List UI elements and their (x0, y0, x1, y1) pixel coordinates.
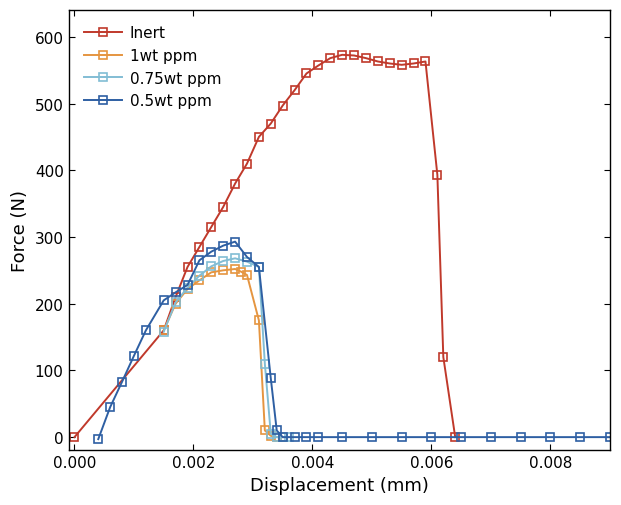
0.5wt ppm (303, 434, 310, 440)
0.5wt ppm (273, 428, 281, 434)
0.5wt ppm (338, 434, 346, 440)
0.5wt ppm (576, 434, 584, 440)
Inert (338, 53, 346, 59)
Inert (315, 63, 322, 69)
Inert (279, 104, 286, 110)
0.5wt ppm (196, 258, 203, 264)
0.5wt ppm (232, 239, 239, 245)
0.5wt ppm (606, 434, 614, 440)
0.5wt ppm (428, 434, 435, 440)
1wt ppm (237, 269, 245, 275)
Inert (374, 59, 381, 65)
Inert (196, 244, 203, 250)
0.75wt ppm (207, 264, 215, 270)
Inert (71, 434, 78, 440)
1wt ppm (207, 270, 215, 276)
Inert (232, 181, 239, 187)
0.75wt ppm (172, 300, 179, 306)
0.75wt ppm (279, 434, 286, 440)
1wt ppm (196, 278, 203, 284)
Inert (172, 294, 179, 300)
0.5wt ppm (368, 434, 376, 440)
0.5wt ppm (243, 255, 251, 261)
0.5wt ppm (207, 249, 215, 255)
0.75wt ppm (160, 329, 168, 335)
Inert (243, 161, 251, 167)
Legend: Inert, 1wt ppm, 0.75wt ppm, 0.5wt ppm: Inert, 1wt ppm, 0.75wt ppm, 0.5wt ppm (76, 19, 229, 117)
0.75wt ppm (285, 434, 292, 440)
0.5wt ppm (184, 282, 191, 288)
1wt ppm (160, 328, 168, 334)
0.75wt ppm (273, 434, 281, 440)
Y-axis label: Force (N): Force (N) (11, 190, 29, 272)
0.5wt ppm (106, 405, 114, 411)
0.75wt ppm (243, 259, 251, 265)
Line: 0.75wt ppm: 0.75wt ppm (160, 255, 292, 441)
Inert (303, 71, 310, 77)
1wt ppm (261, 428, 268, 434)
1wt ppm (279, 434, 286, 440)
0.75wt ppm (184, 285, 191, 291)
0.5wt ppm (279, 434, 286, 440)
0.5wt ppm (255, 265, 263, 271)
0.5wt ppm (160, 298, 168, 304)
1wt ppm (184, 286, 191, 292)
Inert (410, 61, 417, 67)
1wt ppm (219, 268, 227, 274)
0.5wt ppm (315, 434, 322, 440)
0.75wt ppm (196, 273, 203, 279)
0.5wt ppm (172, 290, 179, 296)
Inert (184, 265, 191, 271)
Inert (207, 225, 215, 231)
Inert (451, 434, 459, 440)
Inert (398, 63, 406, 69)
Inert (219, 205, 227, 211)
Inert (327, 56, 334, 62)
Line: 0.5wt ppm: 0.5wt ppm (94, 238, 614, 443)
0.5wt ppm (546, 434, 554, 440)
1wt ppm (232, 267, 239, 273)
0.5wt ppm (517, 434, 524, 440)
Inert (350, 54, 358, 60)
Inert (267, 121, 274, 127)
Inert (386, 61, 394, 67)
1wt ppm (273, 434, 281, 440)
1wt ppm (255, 318, 263, 324)
0.75wt ppm (267, 431, 274, 437)
0.5wt ppm (458, 434, 465, 440)
0.5wt ppm (291, 434, 298, 440)
Inert (422, 59, 429, 65)
0.5wt ppm (219, 243, 227, 249)
0.5wt ppm (487, 434, 495, 440)
0.75wt ppm (255, 265, 263, 271)
1wt ppm (243, 272, 251, 278)
Inert (362, 56, 369, 62)
0.5wt ppm (130, 353, 138, 359)
0.5wt ppm (398, 434, 406, 440)
0.5wt ppm (94, 436, 102, 442)
Line: Inert: Inert (71, 52, 459, 441)
0.5wt ppm (142, 328, 150, 334)
Inert (440, 355, 447, 361)
Inert (160, 328, 168, 334)
0.75wt ppm (261, 361, 268, 367)
Line: 1wt ppm: 1wt ppm (160, 266, 286, 441)
Inert (291, 88, 298, 94)
1wt ppm (172, 301, 179, 307)
0.5wt ppm (119, 379, 126, 385)
0.75wt ppm (219, 259, 227, 265)
0.5wt ppm (267, 376, 274, 382)
Inert (433, 173, 441, 179)
0.75wt ppm (232, 256, 239, 262)
Inert (255, 134, 263, 140)
X-axis label: Displacement (mm): Displacement (mm) (250, 476, 428, 494)
1wt ppm (267, 433, 274, 439)
